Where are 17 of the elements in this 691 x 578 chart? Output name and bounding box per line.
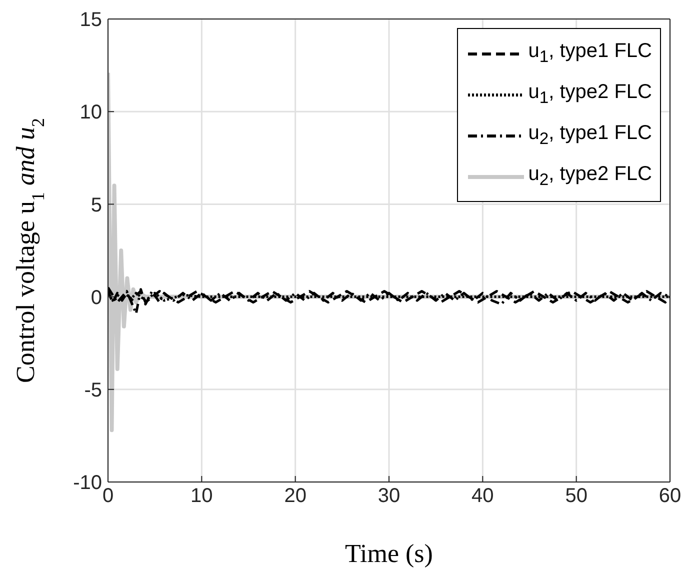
legend-label: u$_{1}$, type1 FLC xyxy=(528,40,652,67)
x-tick-label: 60 xyxy=(658,485,682,508)
y-tick-label: -5 xyxy=(84,380,102,402)
x-tick-label: 40 xyxy=(472,485,494,508)
x-axis-title: Time (s) xyxy=(345,539,433,568)
legend-label: u$_{1}$, type2 FLC xyxy=(528,81,652,108)
x-tick-label: 10 xyxy=(190,485,213,508)
y-tick-label: 5 xyxy=(90,194,102,216)
legend-label: u$_{2}$, type2 FLC xyxy=(528,163,652,190)
y-tick-label: 15 xyxy=(80,9,102,32)
x-tick-label: 30 xyxy=(378,485,400,508)
legend-label: u$_{2}$, type1 FLC xyxy=(528,122,652,149)
y-tick-label: -10 xyxy=(73,472,102,494)
y-tick-label: 0 xyxy=(90,286,102,309)
x-tick-label: 50 xyxy=(565,485,588,508)
y-tick-label: 10 xyxy=(80,102,102,124)
x-tick-label: 20 xyxy=(284,485,306,508)
